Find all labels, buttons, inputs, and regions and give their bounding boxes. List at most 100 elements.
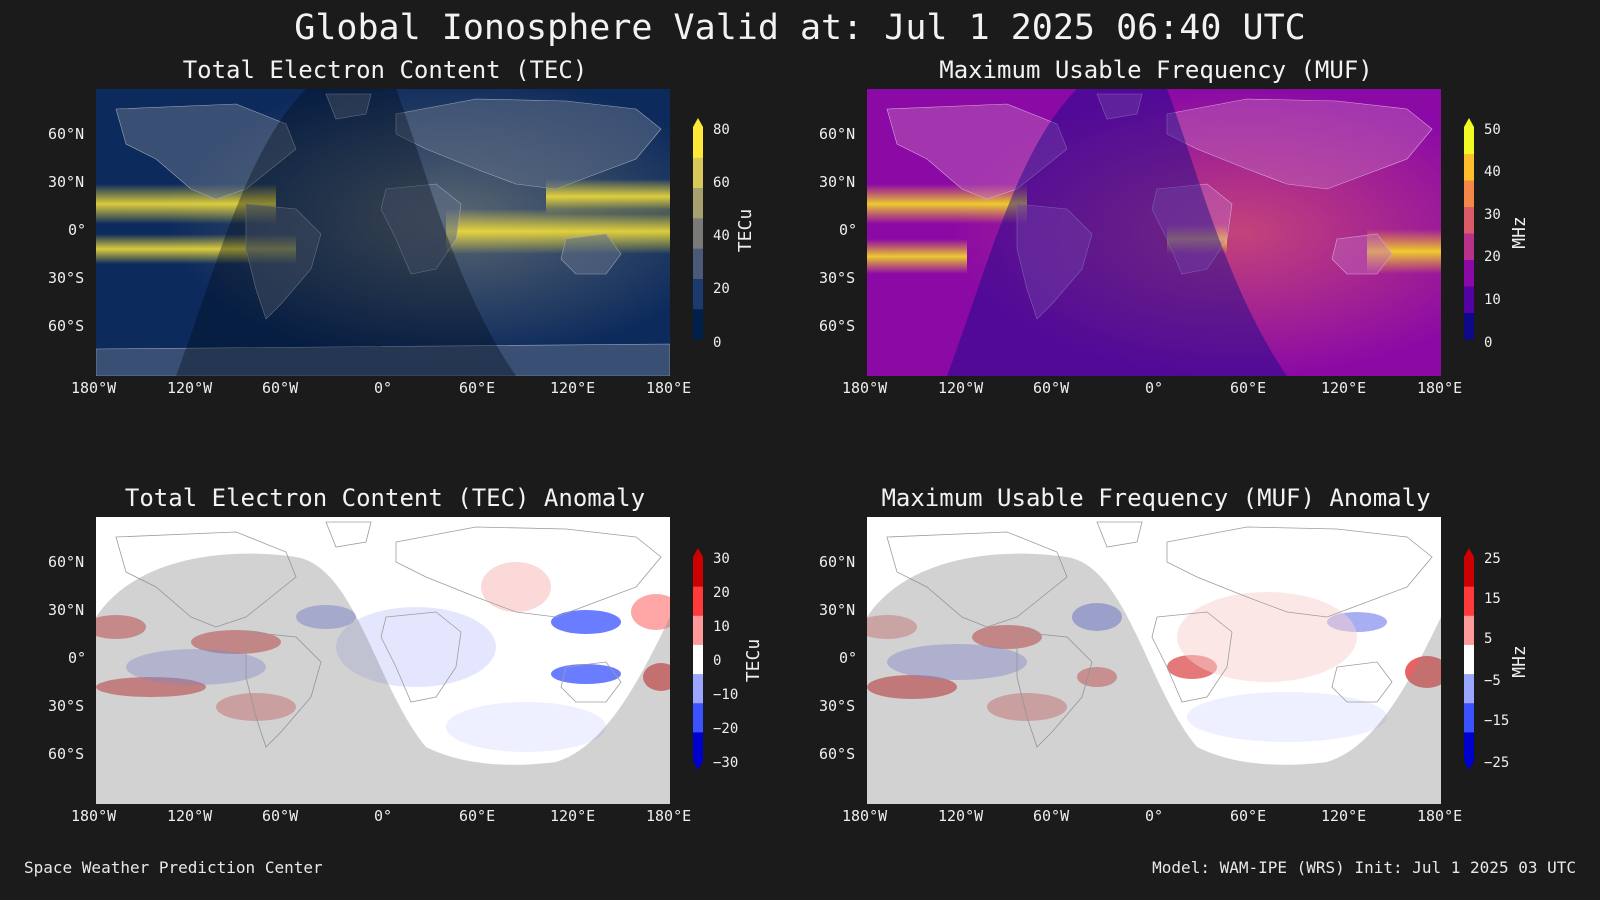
colorbar-segment <box>1464 233 1474 260</box>
colorbar-segment <box>1464 731 1474 762</box>
night-shade <box>947 89 1287 376</box>
colorbar-tec <box>693 118 703 340</box>
lon-tick: 180°E <box>1417 807 1463 825</box>
colorbar-segment <box>693 127 703 158</box>
lat-tick: 0° <box>68 221 87 239</box>
lon-tick: 60°W <box>1033 807 1070 825</box>
colorbar-segment <box>1464 286 1474 313</box>
colorbar-segment <box>1464 586 1474 616</box>
panel-title-tec-anomaly: Total Electron Content (TEC) Anomaly <box>124 484 646 512</box>
colorbar-segment <box>1464 206 1474 234</box>
lat-tick: 30°N <box>48 173 85 191</box>
colorbar-label: MHz <box>1508 645 1530 678</box>
colorbar-segment <box>693 731 703 762</box>
footer-model-info: Model: WAM-IPE (WRS) Init: Jul 1 2025 03… <box>1152 858 1576 877</box>
colorbar-tick: −10 <box>713 687 739 703</box>
colorbar-segment <box>1464 615 1474 645</box>
map-muf[interactable] <box>867 89 1441 376</box>
colorbar-tick: 20 <box>713 281 730 297</box>
lon-tick: 180°E <box>1417 379 1463 397</box>
anomaly-blobs <box>867 592 1441 742</box>
colorbar-segment <box>693 187 703 219</box>
night-shade <box>867 553 1441 804</box>
colorbar-tick: −15 <box>1484 713 1510 729</box>
colorbar-tick: 60 <box>713 175 730 191</box>
lat-tick: 30°S <box>819 269 856 287</box>
map-muf-anomaly[interactable] <box>867 517 1441 804</box>
colorbar-segment <box>693 644 703 675</box>
lat-tick: 60°N <box>48 553 85 571</box>
lat-tick: 0° <box>839 649 858 667</box>
colorbar-tick: 25 <box>1484 551 1501 567</box>
lon-tick: 60°E <box>1230 807 1267 825</box>
colorbar-segment <box>693 673 703 704</box>
continents <box>96 93 670 376</box>
colorbar-tick: −20 <box>713 721 739 737</box>
lon-tick: 60°W <box>1033 379 1070 397</box>
lon-tick: 60°E <box>459 807 496 825</box>
equatorial-band <box>446 209 670 254</box>
colorbar-muf <box>1464 118 1474 340</box>
map-background <box>867 517 1441 804</box>
footer-credit: Space Weather Prediction Center <box>24 858 323 877</box>
lon-tick: 180°W <box>842 807 888 825</box>
lon-tick: 60°E <box>459 379 496 397</box>
colorbar-segment <box>693 702 703 733</box>
equatorial-band <box>867 239 967 274</box>
lat-tick: 30°S <box>48 697 85 715</box>
lat-tick: 30°N <box>48 601 85 619</box>
lon-tick: 180°W <box>71 807 117 825</box>
colorbar-tec-anomaly <box>693 548 703 770</box>
colorbar-segment <box>1464 259 1474 287</box>
lat-tick: 60°S <box>48 745 85 763</box>
colorbar-tick: 80 <box>713 122 730 138</box>
panel-title-tec: Total Electron Content (TEC) <box>182 56 588 84</box>
lat-tick: 60°S <box>48 317 85 335</box>
continents <box>115 521 662 748</box>
colorbar-tick: 50 <box>1484 122 1501 138</box>
colorbar-segment <box>693 586 703 616</box>
colorbar-segment <box>693 615 703 645</box>
colorbar-tick: 0 <box>713 335 722 351</box>
page-title: Global Ionosphere Valid at: Jul 1 2025 0… <box>294 8 1306 48</box>
lon-tick: 120°W <box>167 379 213 397</box>
continents <box>886 93 1433 320</box>
colorbar-tick: 30 <box>713 551 730 567</box>
lat-tick: 30°S <box>819 697 856 715</box>
map-tec[interactable] <box>96 89 670 376</box>
colorbar-tick: 40 <box>713 228 730 244</box>
lon-tick: 120°W <box>167 807 213 825</box>
colorbar-tick: −5 <box>1484 673 1501 689</box>
colorbar-tick: 20 <box>1484 249 1501 265</box>
colorbar-tick: 30 <box>1484 207 1501 223</box>
colorbar-segment <box>1464 180 1474 207</box>
lat-tick: 60°S <box>819 745 856 763</box>
colorbar-tick: 20 <box>713 585 730 601</box>
colorbar-segment <box>1464 702 1474 733</box>
panel-title-muf-anomaly: Maximum Usable Frequency (MUF) Anomaly <box>881 484 1431 512</box>
colorbar-label: TECu <box>743 638 765 683</box>
colorbar-segment <box>1464 557 1474 587</box>
lat-tick: 30°N <box>819 173 856 191</box>
lon-tick: 120°E <box>1321 379 1367 397</box>
colorbar-tick: −25 <box>1484 755 1510 771</box>
map-tec-anomaly[interactable] <box>96 517 670 804</box>
colorbar-segment <box>693 308 703 340</box>
colorbar-segment <box>1464 312 1474 340</box>
colorbar-muf-anomaly <box>1464 548 1474 770</box>
lon-tick: 120°W <box>938 379 984 397</box>
colorbar-tick: 40 <box>1484 164 1501 180</box>
night-shade <box>176 89 516 376</box>
colorbar-tick: 0 <box>1484 335 1493 351</box>
colorbar-segment <box>693 248 703 279</box>
colorbar-tick: 15 <box>1484 591 1501 607</box>
lon-tick: 120°E <box>550 379 596 397</box>
lat-tick: 0° <box>839 221 858 239</box>
colorbar-tick: 10 <box>1484 292 1501 308</box>
lat-tick: 30°N <box>819 601 856 619</box>
colorbar-segment <box>693 157 703 189</box>
colorbar-tick: 10 <box>713 619 730 635</box>
colorbar-segment <box>693 557 703 587</box>
lon-tick: 180°E <box>646 379 692 397</box>
lat-tick: 30°S <box>48 269 85 287</box>
